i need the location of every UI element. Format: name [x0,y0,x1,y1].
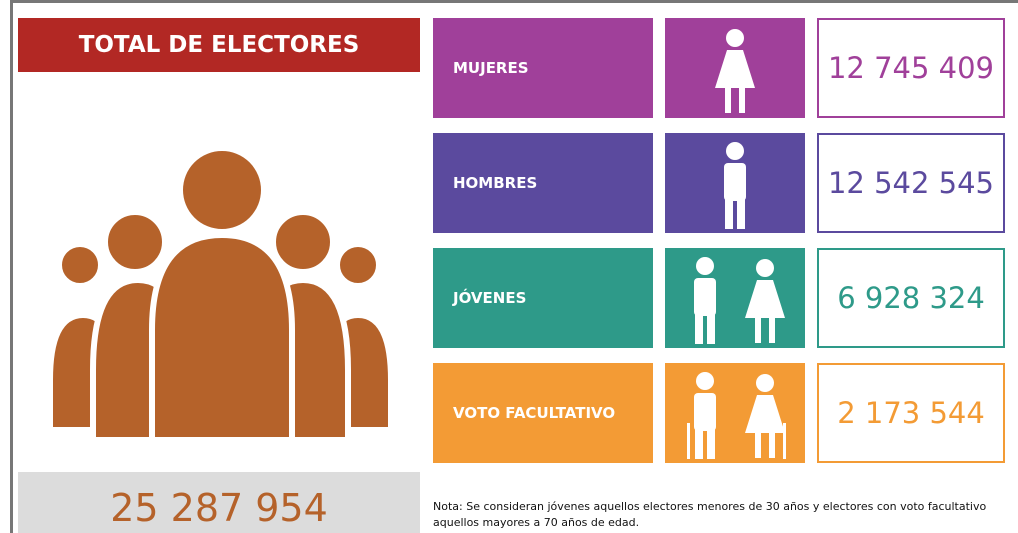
row-icon [665,248,805,348]
title: TOTAL DE ELECTORES [18,18,420,72]
total: 25 287 954 [18,472,420,533]
row-label: VOTO FACULTATIVO [433,363,653,463]
frame [10,0,1018,533]
row-value: 12 745 409 [817,18,1005,118]
row-label: HOMBRES [433,133,653,233]
group-icon [47,145,394,443]
row-icon [665,133,805,233]
row-label: MUJERES [433,18,653,118]
row-value: 2 173 544 [817,363,1005,463]
row-icon [665,363,805,463]
row-value: 12 542 545 [817,133,1005,233]
row-label: JÓVENES [433,248,653,348]
row-value: 6 928 324 [817,248,1005,348]
note: Nota: Se consideran jóvenes aquellos ele… [433,500,987,513]
row-icon [665,18,805,118]
note: aquellos mayores a 70 años de edad. [433,516,640,529]
